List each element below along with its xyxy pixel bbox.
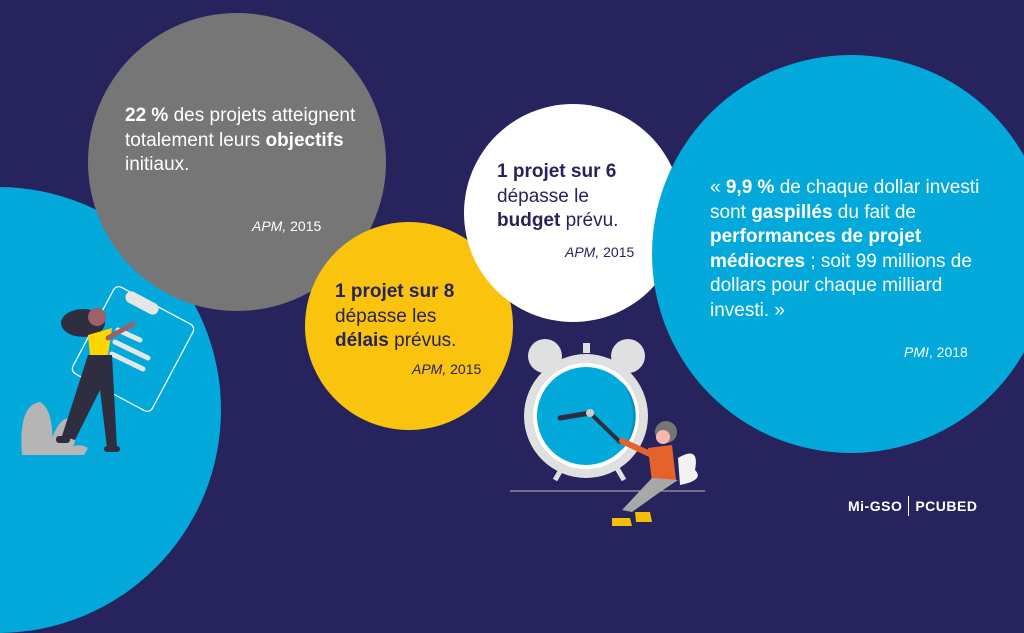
source-citation: APM, 2015 — [412, 361, 481, 377]
white-stat-circle — [464, 104, 682, 322]
seated-person-figure — [612, 421, 698, 526]
logo-pcubed: PCUBED — [915, 498, 978, 514]
stat-budget-text: 1 projet sur 6 dépasse le budget prévu. — [497, 160, 667, 234]
stat-deadlines-text: 1 projet sur 8 dépasse les délais prévus… — [335, 280, 505, 354]
source-name: APM, — [565, 244, 600, 260]
logo-migso: Mi-GSO — [848, 498, 903, 514]
source-year: , 2018 — [928, 344, 968, 360]
stat-highlight: délais — [335, 330, 389, 351]
stat-text: initiaux. — [125, 154, 190, 175]
woman-figure — [56, 308, 136, 452]
quote-mark: « — [710, 177, 726, 198]
source-name: APM, — [412, 361, 447, 377]
stat-text: prévu. — [560, 210, 619, 231]
source-name: PMI — [904, 344, 929, 360]
stat-text: prévus. — [388, 330, 457, 351]
source-citation: PMI, 2018 — [904, 344, 968, 360]
stat-highlight: 9,9 % — [725, 177, 775, 198]
stat-highlight: 1 projet sur 6 — [497, 161, 617, 182]
stat-text: ; soit 99 millions de dollars pour chaqu… — [710, 250, 972, 321]
stat-highlight: budget — [497, 210, 561, 231]
stat-highlight: 1 projet sur 8 — [335, 281, 455, 302]
blue-quote-circle — [652, 55, 1024, 453]
stat-highlight: gaspillés — [751, 201, 833, 223]
source-year: 2015 — [446, 361, 482, 377]
alarm-clock-icon — [524, 339, 648, 482]
stat-text: des projets atteignent totalement leurs — [125, 105, 356, 151]
source-name: APM, — [252, 218, 287, 234]
stat-highlight: 22 % — [125, 105, 169, 126]
stat-text: du fait de — [832, 201, 916, 223]
company-logo: Mi-GSO PCUBED — [848, 496, 977, 516]
alarm-clock-illustration — [510, 339, 705, 526]
stat-highlight: performances de projet médiocres — [710, 226, 922, 272]
source-citation: APM, 2015 — [252, 218, 321, 234]
stat-highlight: objectifs — [265, 129, 344, 151]
source-year: 2015 — [286, 218, 322, 234]
stat-waste-quote: « 9,9 % de chaque dollar investi sont ga… — [710, 176, 990, 323]
source-citation: APM, 2015 — [565, 244, 634, 260]
logo-separator — [908, 496, 910, 516]
woman-clipboard-illustration — [21, 286, 195, 455]
stat-objectives-text: 22 % des projets atteignent totalement l… — [125, 104, 365, 178]
stat-text: dépasse le — [497, 185, 589, 207]
stat-text: dépasse les — [335, 305, 437, 327]
source-year: 2015 — [599, 244, 635, 260]
stat-text: de chaque dollar investi sont — [710, 177, 980, 223]
